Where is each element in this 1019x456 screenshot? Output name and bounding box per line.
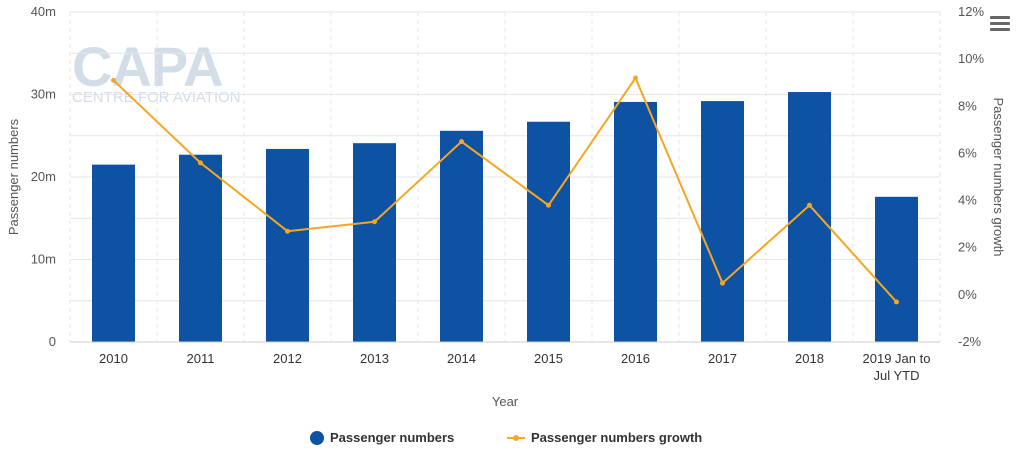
watermark-subtitle: CENTRE FOR AVIATION [72, 89, 241, 106]
x-axis-title: Year [492, 394, 519, 409]
growth-point [546, 202, 551, 208]
bar [266, 148, 309, 342]
y-left-tick-label: 40m [31, 4, 56, 19]
bar [788, 92, 831, 343]
legend-line-marker-icon [507, 434, 525, 441]
chart-menu-icon[interactable] [990, 16, 1010, 32]
y-left-axis-title: Passenger numbers [6, 118, 21, 235]
growth-line [112, 75, 898, 303]
x-tick-label: 2016 [621, 351, 650, 366]
y-right-tick-label: 6% [958, 145, 977, 160]
bar [614, 101, 657, 342]
capa-watermark: CAPA CENTRE FOR AVIATION [72, 35, 241, 106]
bar [179, 154, 222, 342]
bar [527, 121, 570, 342]
legend-label: Passenger numbers growth [531, 430, 703, 445]
x-tick-label: 2013 [360, 351, 389, 366]
legend-label: Passenger numbers [330, 430, 455, 445]
growth-point [633, 75, 638, 81]
y-right-tick-label: 10% [958, 51, 984, 66]
y-left-tick-label: 20m [31, 169, 56, 184]
x-tick-label: 2015 [534, 351, 563, 366]
watermark-logo: CAPA [72, 35, 223, 98]
bar [353, 143, 396, 342]
y-right-tick-label: 2% [958, 240, 977, 255]
x-tick-label: 2010 [99, 351, 128, 366]
x-tick-label: 2012 [273, 351, 302, 366]
y-right-tick-label: 0% [958, 287, 977, 302]
growth-point [720, 280, 725, 286]
legend-item-passenger-numbers[interactable]: Passenger numbers [310, 430, 454, 445]
line-series [111, 75, 899, 305]
bar-series [92, 92, 918, 343]
growth-point [111, 77, 116, 83]
y-right-tick-label: 8% [958, 98, 977, 113]
y-right-tick-label: 4% [958, 193, 977, 208]
x-tick-label: 2018 [795, 351, 824, 366]
x-tick-label: 2014 [447, 351, 476, 366]
growth-point [285, 228, 290, 234]
legend-item-passenger-numbers-growth[interactable]: Passenger numbers growth [507, 430, 702, 445]
y-right-tick-label: 12% [958, 4, 984, 19]
x-tick-label: 2017 [708, 351, 737, 366]
growth-point [198, 160, 203, 166]
y-left-tick-label: 10m [31, 252, 56, 267]
growth-point [894, 299, 899, 305]
y-right-tick-label: -2% [958, 334, 982, 349]
growth-point [372, 219, 377, 225]
growth-point [807, 202, 812, 208]
bar [701, 101, 744, 342]
legend: Passenger numbers Passenger numbers grow… [0, 430, 1019, 450]
bar [440, 130, 483, 342]
axes: 0 10m 20m 30m 40m -2% 0% 2% 4% 6% 8% 10% 12% Passenge… [6, 4, 1006, 409]
legend-bar-marker-icon [310, 430, 324, 445]
x-tick-label: 2019 Jan to Jul YTD [863, 351, 931, 383]
bar [875, 196, 918, 342]
y-right-axis-title: Passenger numbers growth [991, 98, 1006, 257]
y-left-tick-label: 30m [31, 87, 56, 102]
x-tick-label: 2011 [187, 351, 215, 366]
growth-point [459, 139, 464, 145]
bar [92, 164, 135, 342]
y-left-tick-label: 0 [49, 334, 56, 349]
